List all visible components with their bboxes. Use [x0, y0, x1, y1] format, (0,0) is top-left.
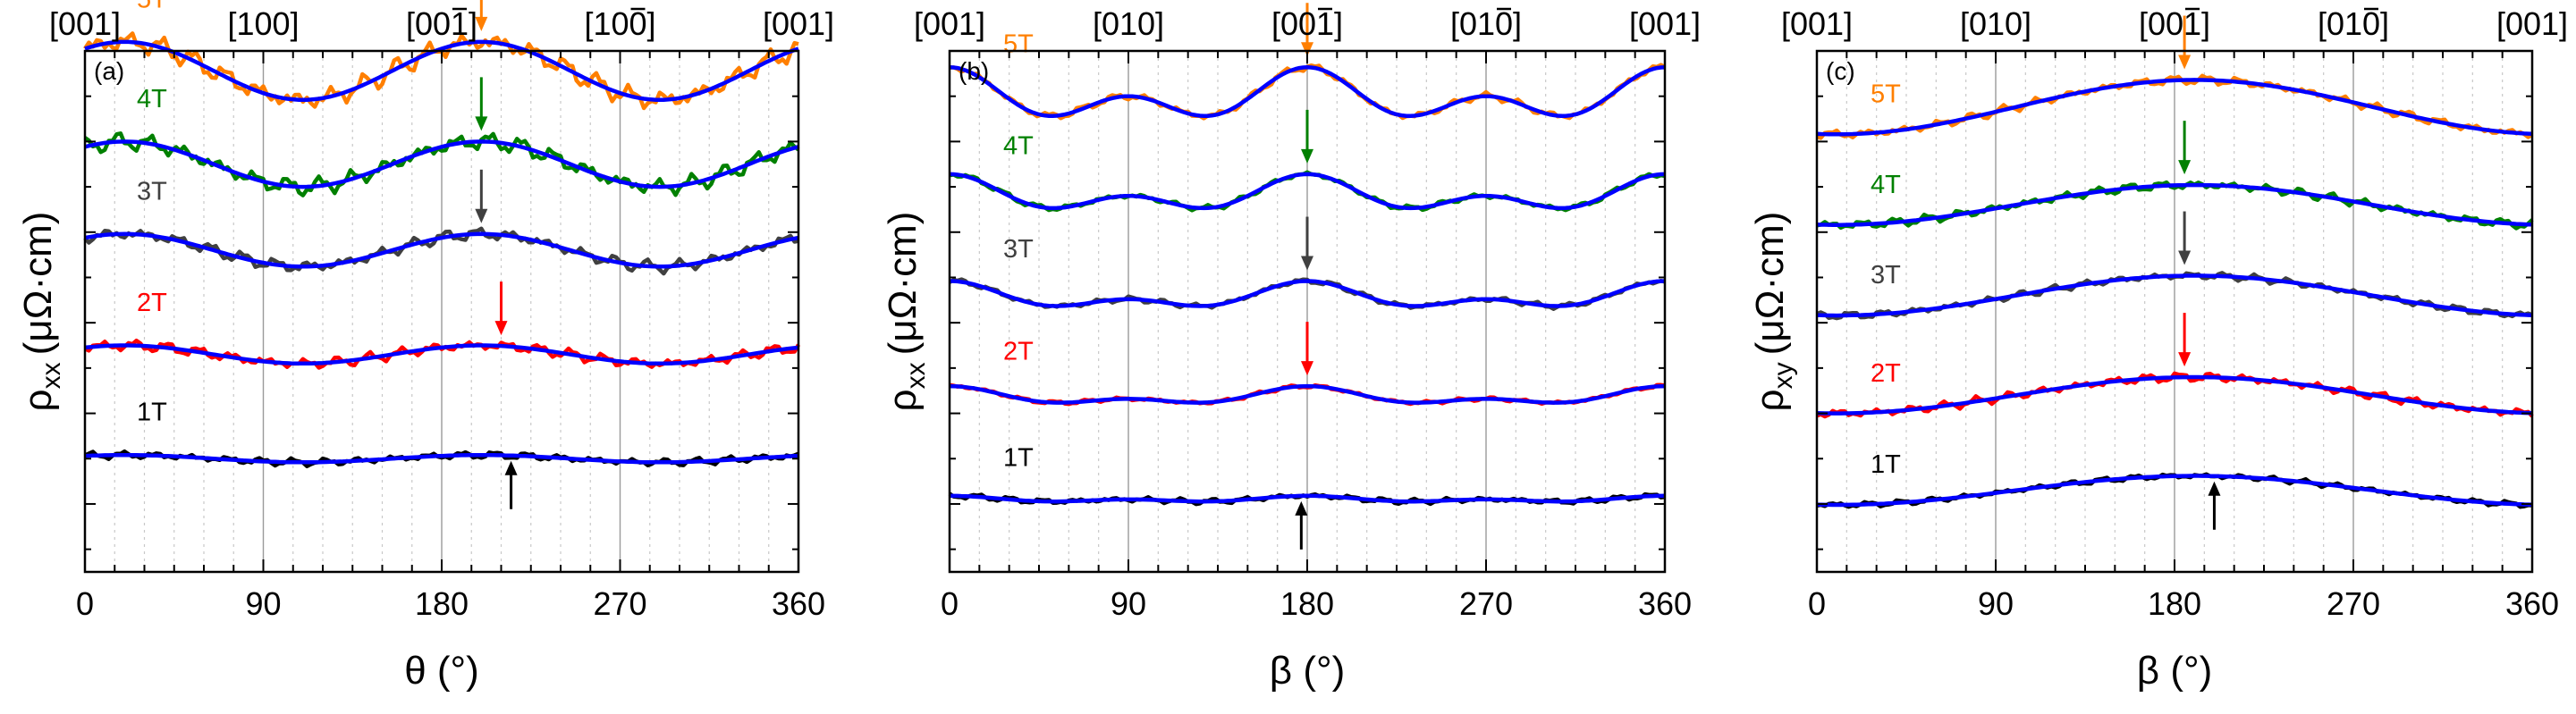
fit-line-3T: [84, 231, 799, 269]
arrow-4T-head: [2178, 160, 2192, 175]
x-tick-label: 270: [2327, 585, 2380, 622]
data-line-4T: [83, 131, 800, 197]
field-label-3T: 3T: [137, 177, 167, 206]
field-label-1T: 1T: [137, 399, 167, 427]
arrow-5T-head: [2178, 55, 2192, 70]
x-tick-label: 360: [772, 585, 825, 622]
arrow-5T-head: [1301, 42, 1313, 57]
top-direction-label: [010]: [1450, 5, 1522, 42]
top-direction-label: [001]: [1271, 5, 1343, 42]
top-direction-label: [001]: [1781, 5, 1853, 42]
panel-letter: (c): [1826, 57, 1855, 85]
top-direction-label: [001]: [2496, 5, 2568, 42]
fit-line-5T: [1816, 78, 2533, 137]
fit-line-1T: [949, 493, 1666, 504]
x-tick-label: 90: [245, 585, 281, 622]
x-tick-label: 0: [1808, 585, 1826, 622]
top-direction-label: [010]: [1960, 5, 2031, 42]
fit-line-1T: [1816, 474, 2533, 508]
field-label-4T: 4T: [1871, 171, 1901, 199]
x-tick-label: 0: [941, 585, 959, 622]
top-direction-label: [100]: [227, 5, 299, 42]
arrow-2T-head: [494, 321, 508, 336]
chart-panel-2: 5T 4T 3T 2T 1T 0 90 180 270 360 [001] [010] [001] [01…: [1748, 5, 2568, 693]
x-tick-label: 180: [1280, 585, 1334, 622]
y-axis-label: ρxy(μΩ·cm): [1748, 212, 1798, 412]
top-direction-label: [001]: [49, 5, 121, 42]
fit-line-4T: [949, 172, 1666, 211]
y-axis-label: ρxx(μΩ·cm): [881, 212, 931, 412]
top-direction-label: [001]: [406, 5, 477, 42]
field-label-3T: 3T: [1871, 261, 1901, 290]
arrow-5T-head: [475, 16, 488, 31]
x-tick-label: 0: [76, 585, 94, 622]
arrow-1T-head: [504, 460, 518, 475]
panel-letter: (a): [94, 57, 124, 85]
arrow-4T-head: [475, 116, 488, 131]
x-tick-label: 90: [1978, 585, 2014, 622]
fit-line-3T: [1816, 273, 2533, 318]
field-label-1T: 1T: [1871, 450, 1901, 479]
fit-line-4T: [1816, 182, 2533, 227]
arrow-3T-head: [475, 208, 488, 223]
field-label-5T: 5T: [1003, 30, 1034, 59]
top-direction-label: [001]: [914, 5, 985, 42]
top-direction-label: [010]: [1093, 5, 1164, 42]
x-tick-label: 360: [1638, 585, 1692, 622]
field-label-2T: 2T: [137, 289, 167, 317]
chart-panel-1: 5T 4T 3T 2T 1T 0 90 180 270 360 [001] [010] [001] [01…: [881, 3, 1701, 693]
y-axis-label: ρxx(μΩ·cm): [16, 212, 66, 412]
x-axis-label: β (°): [1270, 649, 1345, 693]
arrow-2T-head: [2178, 352, 2192, 367]
field-label-4T: 4T: [1003, 131, 1034, 160]
fit-line-5T: [84, 39, 799, 103]
x-tick-label: 180: [2148, 585, 2201, 622]
x-tick-label: 270: [593, 585, 646, 622]
fit-line-2T: [84, 343, 799, 366]
field-label-2T: 2T: [1003, 338, 1034, 366]
fit-line-2T: [1816, 374, 2533, 416]
arrow-1T-head: [1295, 500, 1308, 516]
fit-line-3T: [949, 279, 1666, 308]
top-direction-label: [010]: [2318, 5, 2389, 42]
field-label-2T: 2T: [1871, 359, 1901, 388]
x-axis-label: β (°): [2137, 649, 2212, 693]
field-label-3T: 3T: [1003, 235, 1034, 264]
fit-line-2T: [949, 383, 1666, 405]
field-label-1T: 1T: [1003, 443, 1034, 472]
fit-line-5T: [949, 65, 1666, 119]
chart-panel-0: 5T 4T 3T 2T 1T 0 90 180 270 360 [001] [100] [001] [10…: [16, 0, 834, 693]
top-direction-label: [100]: [584, 5, 655, 42]
fit-line-1T: [84, 452, 799, 465]
arrow-4T-head: [1301, 148, 1313, 164]
x-tick-label: 180: [415, 585, 469, 622]
field-label-4T: 4T: [137, 85, 167, 113]
arrow-2T-head: [1301, 361, 1313, 376]
top-direction-label: [001]: [2139, 5, 2210, 42]
x-axis-label: θ (°): [404, 649, 479, 693]
fit-line-4T: [84, 139, 799, 189]
x-tick-label: 270: [1459, 585, 1513, 622]
arrow-3T-head: [1301, 256, 1313, 271]
panel-letter: (b): [959, 57, 989, 85]
top-direction-label: [001]: [763, 5, 834, 42]
x-tick-label: 90: [1111, 585, 1146, 622]
arrow-1T-head: [2208, 481, 2221, 496]
field-label-5T: 5T: [1871, 80, 1901, 108]
x-tick-label: 360: [2505, 585, 2559, 622]
arrow-3T-head: [2178, 250, 2192, 265]
field-label-5T: 5T: [137, 0, 167, 13]
top-direction-label: [001]: [1629, 5, 1701, 42]
